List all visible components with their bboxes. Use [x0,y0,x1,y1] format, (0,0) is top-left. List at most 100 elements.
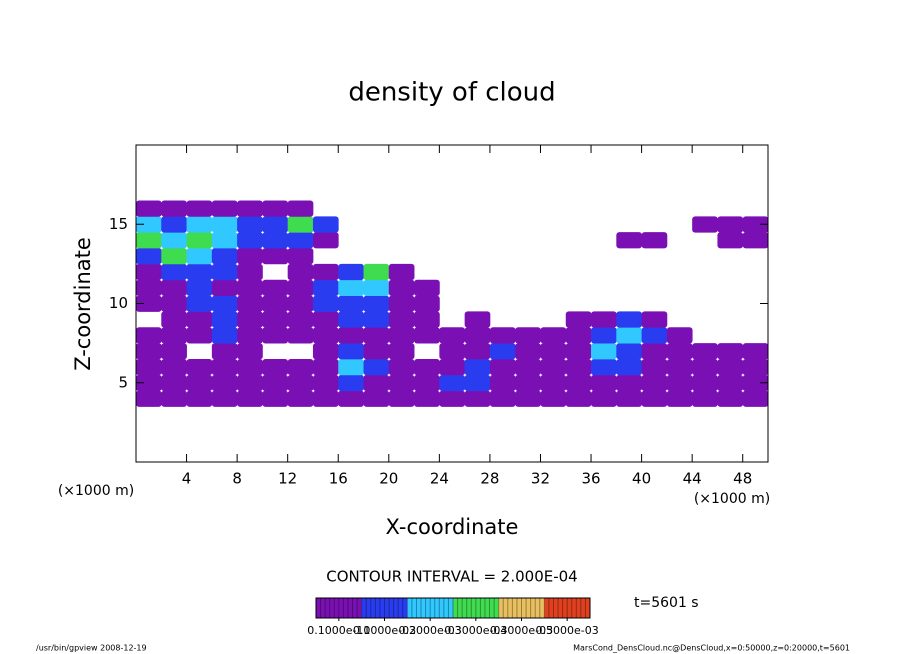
contour-cell [565,343,592,360]
colorbar-segment [498,598,545,618]
contour-cell [363,390,390,407]
contour-cell [161,374,187,392]
contour-cell [465,248,491,264]
x-tick-label: 40 [632,470,651,488]
contour-cell [287,200,314,217]
contour-cell [642,296,668,312]
contour-cell [211,343,238,360]
contour-cell [237,216,263,233]
contour-cell [363,327,390,344]
contour-cell [439,343,466,360]
contour-cell [186,279,213,296]
contour-cell [262,327,289,344]
contour-cell [666,327,693,344]
contour-cell [211,295,238,312]
contour-cell [666,358,693,376]
contour-cell [288,343,314,359]
contour-cell [388,358,415,376]
contour-cell [566,280,592,296]
contour-cell [642,248,668,264]
contour-cell [565,390,592,407]
contour-cell [490,200,516,216]
colorbar-segment [316,598,362,618]
contour-cell [186,200,213,217]
contour-cell [717,248,743,264]
contour-cell [616,311,642,328]
contour-cell [414,311,440,328]
contour-cell [692,311,718,327]
contour-cell [717,343,744,360]
contour-cell [287,216,314,233]
contour-cell [262,358,289,376]
contour-cell [312,343,339,360]
contour-cell [338,279,364,296]
contour-cell [692,296,718,312]
contour-cell [136,374,162,392]
contour-cell [161,263,187,281]
contour-cell [439,216,465,232]
contour-cell [642,200,668,216]
contour-cell [338,358,364,376]
contour-cell [642,264,668,280]
contour-cell [742,374,769,392]
contour-cell [211,232,238,249]
contour-cell [692,248,718,264]
contour-cell [743,311,769,327]
contour-cell [313,248,339,264]
contour-cell [515,248,541,264]
contour-cell [591,264,617,280]
contour-cell [136,295,162,312]
contour-cell [566,216,592,232]
contour-cell [692,200,718,216]
contour-cell [667,311,693,327]
chart-title: density of cloud [348,78,555,108]
contour-cell [262,200,289,217]
contour-cell [161,390,187,407]
contour-cell [566,296,592,312]
contour-cell [692,374,718,392]
contour-cell [136,390,162,407]
contour-cell [465,264,491,280]
contour-cell [743,327,769,343]
contour-cell [312,232,339,249]
contour-cell [237,311,263,328]
contour-cell [389,200,415,216]
contour-cell [540,216,566,232]
contour-cell [287,263,314,281]
contour-cell [489,358,516,376]
contour-cell [287,248,314,265]
contour-cell [515,200,541,216]
contour-cell [414,295,440,312]
contour-cell [490,248,516,264]
contour-cell [540,280,566,296]
contour-cell [161,311,187,328]
contour-cell [490,232,516,248]
contour-cell [717,296,743,312]
contour-cell [211,248,238,265]
contour-cell [565,358,592,376]
contour-cell [464,327,491,344]
contour-cell [338,311,364,328]
contour-cell [338,295,364,312]
contour-cell [312,390,339,407]
contour-cell [490,216,516,232]
contour-cell [388,374,415,392]
contour-cell [641,232,668,249]
contour-cell [515,343,541,360]
contour-cell [540,343,567,360]
contour-cell [211,358,238,376]
contour-cell [161,232,187,249]
x-tick-label: 8 [232,470,242,488]
y-tick-label: 5 [118,373,128,391]
contour-cell [667,248,693,264]
contour-cell [667,200,693,216]
contour-cell [692,280,718,296]
contour-cell [692,232,718,248]
colorbar-tick-label: 0.4000e-03 [490,624,553,637]
contour-cell [363,263,390,281]
contour-cell [414,327,440,344]
contour-cell [742,390,769,407]
contour-cell [439,280,465,296]
contour-cell [287,327,314,344]
contour-cell [439,248,465,264]
